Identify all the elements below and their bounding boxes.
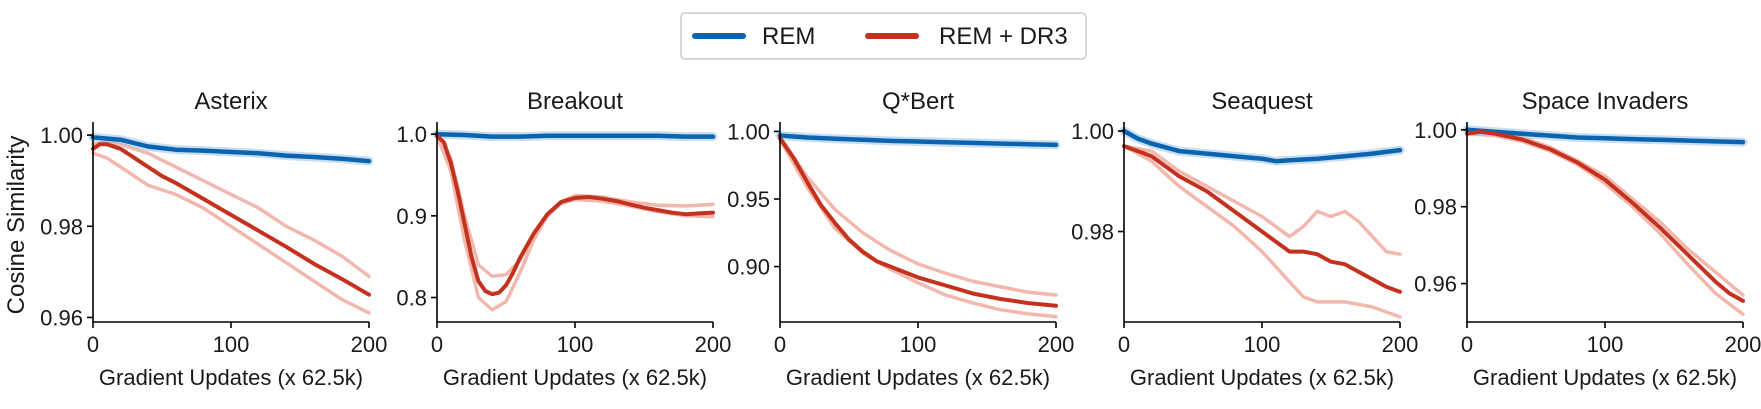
x-axis-label: Gradient Updates (x 62.5k) [1473, 365, 1737, 390]
y-tick-label: 0.90 [727, 255, 770, 280]
legend-dr3-label: REM + DR3 [939, 23, 1068, 50]
legend-rem-label: REM [762, 23, 815, 50]
rem-dr3-line [1122, 144, 1402, 294]
rem-line [777, 133, 1059, 148]
x-tick-label: 200 [351, 332, 388, 357]
dr3-seed-line-1 [91, 151, 371, 315]
y-tick-label: 0.98 [40, 214, 83, 239]
y-axis-label: Cosine Similarity [3, 136, 30, 315]
legend: REM REM + DR3 [680, 12, 1087, 60]
panel-q-bert: Q*Bert 0.90 0.95 1.00 0 100 200 Gradient Update… [727, 88, 1074, 390]
panel-space-invaders: Space Invaders 0.96 0.98 1.00 0 100 200 Gradien… [1414, 88, 1761, 390]
y-tick-label: 0.96 [1414, 272, 1457, 297]
x-tick-label: 0 [1118, 332, 1130, 357]
rem-dr3-line [91, 142, 371, 297]
rem-dr3-line [778, 136, 1058, 308]
x-tick-label: 200 [695, 332, 732, 357]
y-tick-label: 1.00 [1071, 119, 1114, 144]
dr3-seed-line-0 [435, 134, 715, 279]
dr3-seed-line-0 [1122, 144, 1402, 256]
x-tick-label: 0 [1461, 332, 1473, 357]
y-tick-label: 0.95 [727, 187, 770, 212]
y-tick-label: 0.98 [1071, 220, 1114, 245]
panel-title: Asterix [194, 88, 267, 115]
panel-title: Breakout [527, 88, 623, 115]
rem-line [434, 131, 716, 139]
panel-breakout: Breakout 0.8 0.9 1.0 0 100 200 Gradient Updates… [396, 88, 731, 390]
rem-line [1121, 128, 1403, 164]
y-tick-label: 0.96 [40, 305, 83, 330]
rem-line [1464, 127, 1746, 145]
dr3-seed-line-1 [778, 137, 1058, 319]
x-tick-label: 0 [87, 332, 99, 357]
x-axis-label: Gradient Updates (x 62.5k) [786, 365, 1050, 390]
y-tick-label: 0.98 [1414, 195, 1457, 220]
y-tick-label: 1.0 [396, 122, 427, 147]
x-tick-label: 200 [1038, 332, 1075, 357]
x-tick-label: 100 [1587, 332, 1624, 357]
dr3-seed-line-1 [1122, 144, 1402, 319]
x-axis-label: Gradient Updates (x 62.5k) [99, 365, 363, 390]
panel-title: Space Invaders [1522, 88, 1689, 115]
x-tick-label: 100 [213, 332, 250, 357]
y-tick-label: 1.00 [40, 123, 83, 148]
rem-dr3-line [1465, 129, 1745, 303]
x-tick-label: 0 [431, 332, 443, 357]
panel-title: Q*Bert [882, 88, 954, 115]
rem-dr3-line [435, 133, 715, 297]
y-tick-label: 0.8 [396, 286, 427, 311]
x-axis-label: Gradient Updates (x 62.5k) [443, 365, 707, 390]
x-tick-label: 200 [1725, 332, 1761, 357]
y-tick-label: 1.00 [1414, 118, 1457, 143]
y-tick-label: 1.00 [727, 119, 770, 144]
rem-line [90, 135, 372, 164]
x-tick-label: 100 [1244, 332, 1281, 357]
y-tick-label: 0.9 [396, 204, 427, 229]
x-tick-label: 200 [1382, 332, 1419, 357]
panel-asterix: Asterix 0.96 0.98 1.00 0 100 200 Gradient Updat… [40, 88, 387, 390]
panel-title: Seaquest [1211, 88, 1313, 115]
panel-seaquest: Seaquest 0.98 1.00 0 100 200 Gradient Updates … [1071, 88, 1418, 390]
x-tick-label: 100 [557, 332, 594, 357]
dr3-seed-line-0 [778, 135, 1058, 297]
x-tick-label: 100 [900, 332, 937, 357]
x-tick-label: 0 [774, 332, 786, 357]
x-axis-label: Gradient Updates (x 62.5k) [1130, 365, 1394, 390]
dr3-seed-line-1 [1465, 131, 1745, 317]
